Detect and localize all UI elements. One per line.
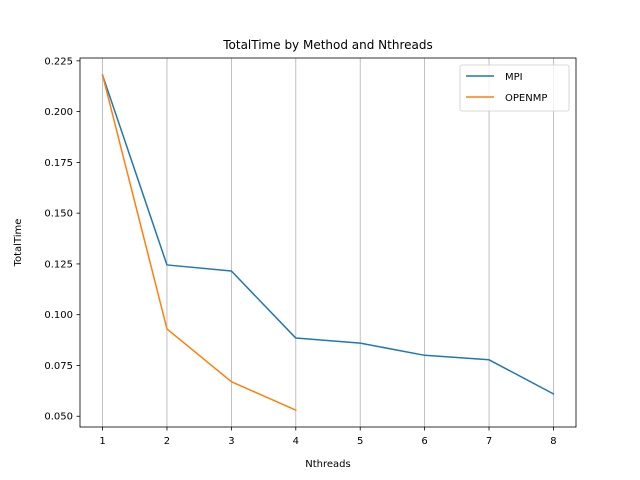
y-tick-label: 0.200	[44, 107, 73, 118]
x-axis-ticks: 1 2 3 4 5 6 7 8	[99, 427, 557, 447]
x-tick-label: 1	[99, 436, 105, 447]
x-tick-label: 4	[293, 436, 299, 447]
chart-title: TotalTime by Method and Nthreads	[222, 38, 433, 52]
plot-frame	[79, 57, 577, 428]
legend: MPI OPENMP	[459, 64, 570, 112]
grid-lines	[102, 58, 554, 427]
y-tick-label: 0.050	[44, 412, 73, 423]
x-tick-label: 8	[550, 436, 556, 447]
legend-mpi-label: MPI	[505, 72, 523, 83]
x-tick-label: 2	[164, 436, 170, 447]
y-axis-label: TotalTime	[13, 219, 24, 268]
x-tick-label: 3	[228, 436, 234, 447]
y-axis-ticks: 0.050 0.075 0.100 0.125 0.150 0.175 0.200 0.225	[44, 56, 80, 423]
x-tick-label: 5	[357, 436, 363, 447]
legend-openmp-label: OPENMP	[505, 93, 547, 104]
plot-area	[80, 58, 576, 427]
x-axis-label: Nthreads	[305, 459, 350, 470]
y-tick-label: 0.075	[44, 361, 73, 372]
y-tick-label: 0.225	[44, 56, 73, 67]
y-tick-label: 0.100	[44, 310, 73, 321]
y-tick-label: 0.175	[44, 158, 73, 169]
series-line-openmp	[101, 74, 297, 412]
series-lines	[101, 74, 555, 412]
x-tick-label: 7	[486, 436, 492, 447]
y-tick-label: 0.150	[44, 209, 73, 220]
y-tick-label: 0.125	[44, 259, 73, 270]
series-line-mpi	[101, 74, 555, 395]
x-tick-label: 6	[421, 436, 427, 447]
